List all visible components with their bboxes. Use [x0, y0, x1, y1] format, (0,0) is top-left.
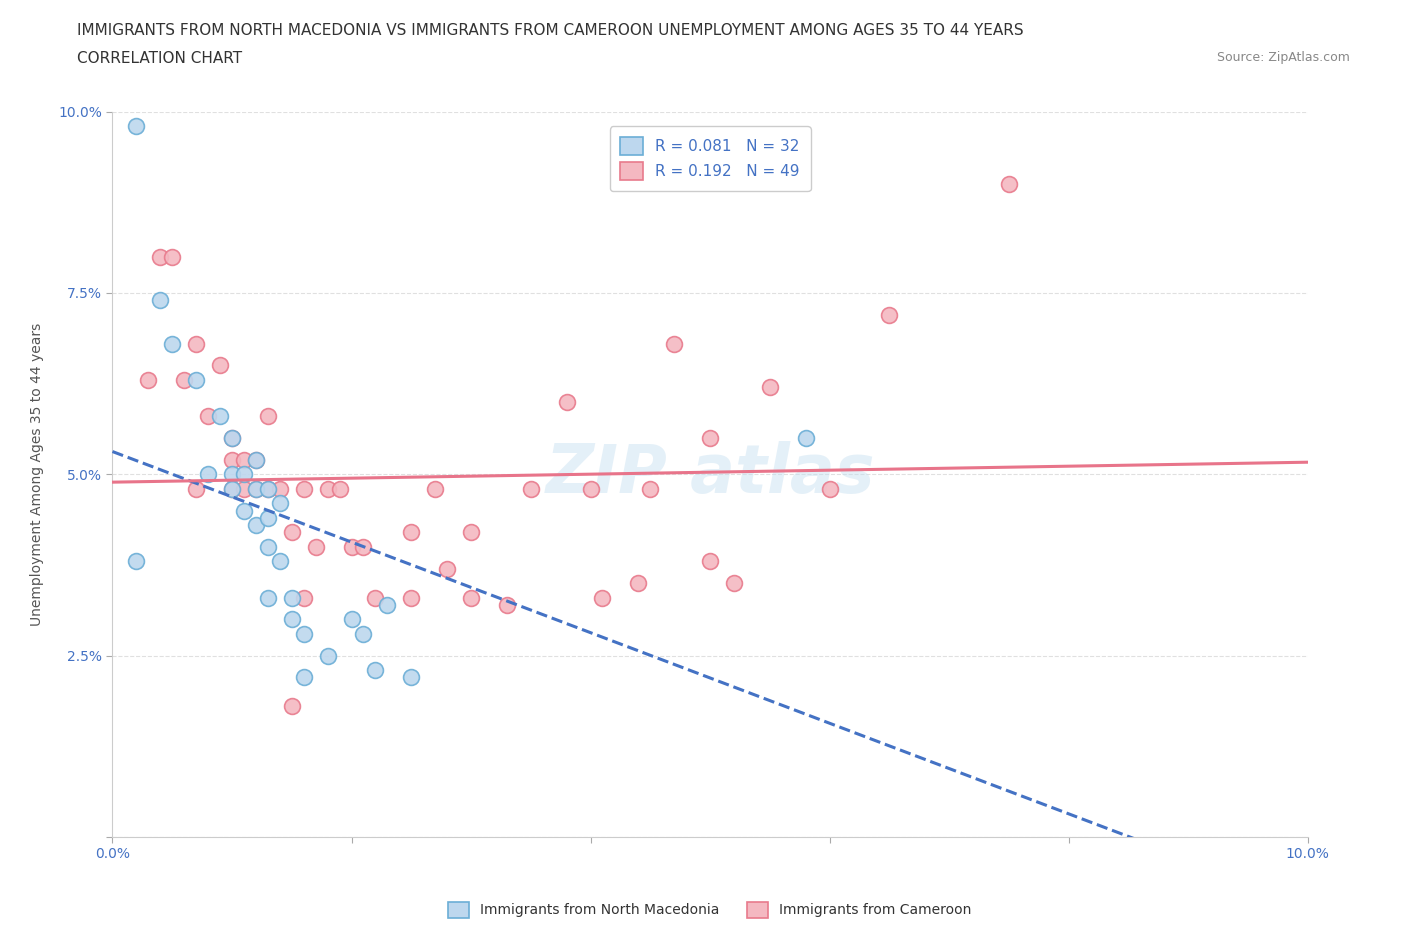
Point — [221, 482, 243, 497]
Point — [401, 525, 423, 539]
Point — [401, 591, 423, 605]
Text: CORRELATION CHART: CORRELATION CHART — [77, 51, 242, 66]
Point — [269, 554, 291, 569]
Point — [186, 482, 208, 497]
Point — [340, 539, 363, 554]
Point — [699, 554, 721, 569]
Point — [281, 699, 304, 714]
Point — [627, 576, 650, 591]
Point — [209, 409, 232, 424]
Point — [879, 307, 901, 322]
Point — [138, 373, 160, 388]
Point — [664, 337, 686, 352]
Point — [305, 539, 328, 554]
Point — [292, 627, 315, 642]
Point — [281, 612, 304, 627]
Point — [592, 591, 614, 605]
Point — [245, 482, 267, 497]
Point — [162, 249, 183, 264]
Point — [269, 482, 291, 497]
Point — [353, 627, 375, 642]
Legend: Immigrants from North Macedonia, Immigrants from Cameroon: Immigrants from North Macedonia, Immigra… — [441, 895, 979, 924]
Point — [245, 452, 267, 467]
Point — [162, 337, 183, 352]
Point — [173, 373, 195, 388]
Point — [197, 467, 219, 482]
Point — [221, 431, 243, 445]
Point — [257, 482, 280, 497]
Point — [460, 591, 482, 605]
Point — [149, 249, 172, 264]
Point — [257, 511, 280, 525]
Point — [186, 337, 208, 352]
Point — [401, 670, 423, 684]
Point — [579, 482, 602, 497]
Point — [209, 358, 232, 373]
Point — [460, 525, 482, 539]
Point — [245, 482, 267, 497]
Point — [257, 409, 280, 424]
Point — [364, 591, 387, 605]
Point — [269, 496, 291, 511]
Text: Source: ZipAtlas.com: Source: ZipAtlas.com — [1216, 51, 1350, 64]
Point — [245, 452, 267, 467]
Point — [818, 482, 841, 497]
Text: ZIP atlas: ZIP atlas — [546, 442, 875, 507]
Point — [292, 482, 315, 497]
Point — [640, 482, 662, 497]
Point — [233, 452, 256, 467]
Point — [316, 482, 339, 497]
Point — [425, 482, 447, 497]
Point — [186, 373, 208, 388]
Point — [364, 663, 387, 678]
Point — [245, 518, 267, 533]
Point — [257, 539, 280, 554]
Point — [316, 648, 339, 663]
Point — [723, 576, 745, 591]
Point — [555, 394, 578, 409]
Point — [436, 561, 458, 576]
Point — [125, 554, 148, 569]
Point — [377, 597, 399, 612]
Point — [281, 525, 304, 539]
Point — [496, 597, 519, 612]
Point — [221, 467, 243, 482]
Point — [257, 482, 280, 497]
Point — [221, 452, 243, 467]
Point — [125, 119, 148, 134]
Point — [353, 539, 375, 554]
Point — [197, 409, 219, 424]
Point — [257, 591, 280, 605]
Point — [759, 379, 782, 394]
Point — [292, 591, 315, 605]
Text: IMMIGRANTS FROM NORTH MACEDONIA VS IMMIGRANTS FROM CAMEROON UNEMPLOYMENT AMONG A: IMMIGRANTS FROM NORTH MACEDONIA VS IMMIG… — [77, 23, 1024, 38]
Point — [233, 503, 256, 518]
Point — [329, 482, 352, 497]
Point — [794, 431, 817, 445]
Point — [998, 177, 1021, 192]
Point — [292, 670, 315, 684]
Point — [281, 591, 304, 605]
Point — [221, 431, 243, 445]
Point — [699, 431, 721, 445]
Point — [340, 612, 363, 627]
Point — [520, 482, 543, 497]
Point — [233, 482, 256, 497]
Point — [221, 482, 243, 497]
Y-axis label: Unemployment Among Ages 35 to 44 years: Unemployment Among Ages 35 to 44 years — [31, 323, 45, 626]
Point — [149, 293, 172, 308]
Point — [233, 467, 256, 482]
